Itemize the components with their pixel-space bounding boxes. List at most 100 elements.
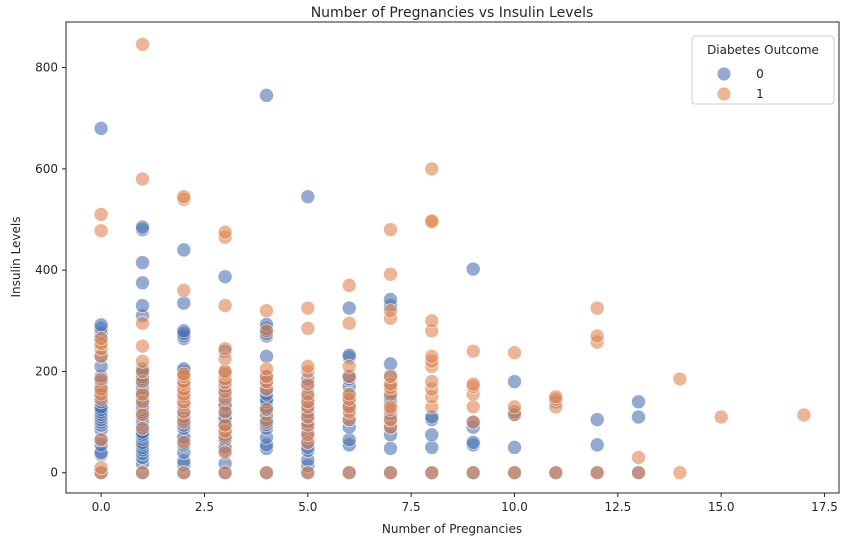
x-tick-label: 17.5 xyxy=(811,500,838,514)
data-point xyxy=(93,432,109,448)
data-point xyxy=(217,224,233,240)
data-point xyxy=(300,189,316,205)
y-tick-label: 200 xyxy=(35,364,58,378)
y-axis-ticks: 0 200 400 600 800 xyxy=(35,61,66,480)
chart-title: Number of Pregnancies vs Insulin Levels xyxy=(311,5,594,21)
x-tick-label: 7.5 xyxy=(402,500,421,514)
data-point xyxy=(589,437,605,453)
data-point xyxy=(383,303,398,319)
data-point xyxy=(631,409,646,425)
data-point xyxy=(259,465,274,481)
x-tick-label: 10.0 xyxy=(501,500,528,514)
y-tick-label: 600 xyxy=(35,162,58,176)
data-point xyxy=(548,465,564,481)
data-point xyxy=(93,331,109,346)
data-point xyxy=(259,323,274,339)
x-axis-ticks: 0.0 2.5 5.0 7.5 10.0 12.5 15.0 17.5 xyxy=(92,493,838,514)
data-point xyxy=(300,376,316,392)
data-point xyxy=(176,465,192,481)
data-point xyxy=(507,465,522,481)
data-point xyxy=(217,465,233,481)
data-point xyxy=(424,161,440,177)
data-point xyxy=(135,219,150,235)
data-point xyxy=(507,374,522,390)
data-point xyxy=(341,465,357,481)
data-point xyxy=(383,266,398,282)
x-tick-label: 12.5 xyxy=(604,500,631,514)
data-point xyxy=(259,414,274,430)
data-point xyxy=(465,261,481,277)
data-point xyxy=(93,120,109,136)
data-point xyxy=(383,369,398,384)
data-point xyxy=(176,189,192,205)
data-point xyxy=(424,213,440,229)
legend-title: Diabetes Outcome xyxy=(707,43,819,57)
x-tick-label: 2.5 xyxy=(195,500,214,514)
data-point xyxy=(217,341,233,357)
data-point xyxy=(259,401,274,417)
y-tick-label: 0 xyxy=(50,466,58,480)
legend: Diabetes Outcome 0 1 xyxy=(691,35,835,105)
data-point xyxy=(424,439,440,455)
data-point xyxy=(176,282,192,298)
data-point xyxy=(589,328,605,344)
data-point xyxy=(341,300,357,316)
data-point xyxy=(341,432,357,448)
data-point xyxy=(135,465,150,481)
legend-label-1: 1 xyxy=(756,87,764,101)
data-point xyxy=(383,465,398,481)
data-point xyxy=(341,358,357,374)
data-point xyxy=(631,465,646,481)
data-point xyxy=(135,386,150,402)
data-point xyxy=(713,409,729,425)
data-point xyxy=(589,412,605,428)
data-point xyxy=(424,313,440,329)
data-point xyxy=(135,171,150,187)
data-point xyxy=(383,440,398,456)
y-axis-label: Insulin Levels xyxy=(9,216,23,297)
data-point xyxy=(135,255,150,271)
data-point xyxy=(507,439,522,455)
legend-marker-0 xyxy=(716,66,732,82)
data-point xyxy=(135,338,150,354)
data-point xyxy=(135,353,150,369)
data-point xyxy=(631,394,646,410)
data-point xyxy=(259,88,274,103)
data-point xyxy=(548,389,564,405)
data-point xyxy=(465,434,481,450)
data-point xyxy=(465,414,481,430)
x-axis-label: Number of Pregnancies xyxy=(382,522,522,536)
data-point xyxy=(383,399,398,415)
data-point xyxy=(93,207,109,222)
legend-box xyxy=(691,35,835,105)
data-point xyxy=(93,371,109,387)
data-point xyxy=(424,374,440,390)
data-point xyxy=(672,465,688,481)
y-tick-label: 800 xyxy=(35,61,58,75)
data-point xyxy=(341,315,357,331)
data-point xyxy=(93,460,109,476)
data-point xyxy=(383,222,398,238)
x-tick-label: 0.0 xyxy=(92,500,111,514)
data-point xyxy=(259,348,274,364)
data-point xyxy=(796,407,812,423)
data-point xyxy=(465,343,481,359)
data-point xyxy=(217,364,233,379)
data-point xyxy=(507,345,522,361)
data-point xyxy=(341,277,357,293)
y-tick-label: 400 xyxy=(35,263,58,277)
data-point xyxy=(424,427,440,443)
data-point xyxy=(176,242,192,258)
data-point xyxy=(507,399,522,415)
data-point xyxy=(217,404,233,420)
data-point xyxy=(176,295,192,311)
data-point xyxy=(135,315,150,331)
data-point xyxy=(300,465,316,481)
data-point xyxy=(465,376,481,392)
legend-label-0: 0 xyxy=(756,67,764,81)
data-point xyxy=(217,445,233,460)
data-point xyxy=(217,298,233,314)
data-point xyxy=(135,36,150,52)
data-point xyxy=(424,465,440,481)
data-point xyxy=(135,420,150,436)
